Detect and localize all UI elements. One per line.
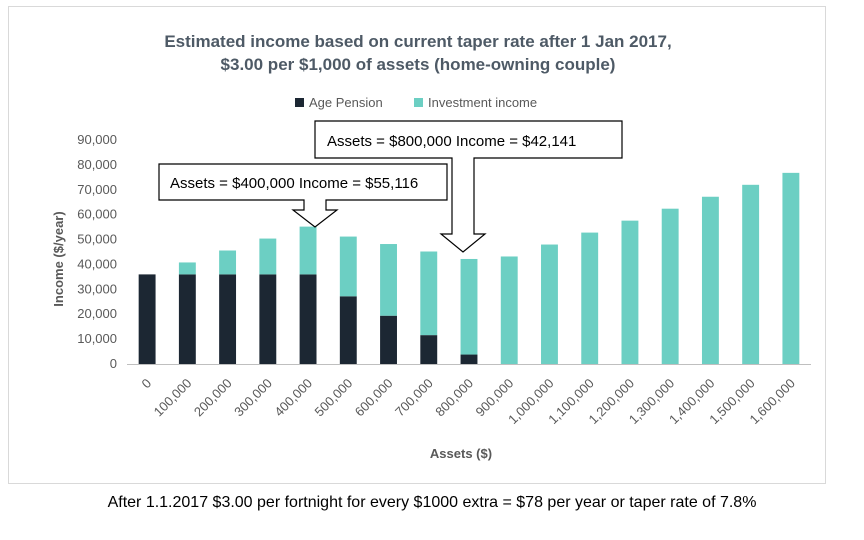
bar-segment-investment-income bbox=[742, 184, 760, 364]
x-axis-title: Assets ($) bbox=[430, 446, 492, 461]
x-tick-label: 600,000 bbox=[352, 376, 396, 420]
bar-segment-age-pension bbox=[420, 335, 438, 364]
legend-label-age-pension: Age Pension bbox=[309, 95, 383, 110]
bar-segment-investment-income bbox=[701, 196, 719, 364]
bar-segment-age-pension bbox=[259, 274, 277, 364]
y-tick-label: 0 bbox=[110, 356, 117, 371]
bar-segment-investment-income bbox=[259, 238, 277, 275]
bar-segment-age-pension bbox=[380, 315, 397, 364]
stacked-bar-chart: Estimated income based on current taper … bbox=[51, 32, 811, 461]
bar-segment-investment-income bbox=[621, 220, 639, 364]
callout-400k-shape bbox=[158, 163, 448, 228]
legend: Age Pension Investment income bbox=[295, 95, 537, 110]
bar-segment-investment-income bbox=[500, 256, 518, 364]
y-tick-label: 40,000 bbox=[77, 256, 117, 271]
y-tick-label: 50,000 bbox=[77, 232, 117, 247]
callout-800k-shape bbox=[314, 120, 623, 253]
y-axis-ticks: 0 10,000 20,000 30,000 40,000 50,000 60,000 70,… bbox=[77, 132, 117, 371]
bar-segment-age-pension bbox=[219, 274, 237, 364]
x-tick-label: 0 bbox=[139, 376, 155, 392]
x-tick-label: 300,000 bbox=[231, 376, 275, 420]
x-tick-label: 800,000 bbox=[432, 376, 476, 420]
y-tick-label: 30,000 bbox=[77, 281, 117, 296]
x-axis-ticks: 0100,000200,000300,000400,000500,000600,… bbox=[139, 376, 798, 428]
callout-400k: Assets = $400,000 Income = $55,116 bbox=[158, 163, 448, 228]
bar-segment-investment-income bbox=[460, 258, 478, 355]
y-tick-label: 10,000 bbox=[77, 331, 117, 346]
chart-title-line-2: $3.00 per $1,000 of assets (home-owning … bbox=[221, 55, 616, 74]
y-tick-label: 70,000 bbox=[77, 182, 117, 197]
bar-segment-investment-income bbox=[178, 262, 196, 275]
x-tick-label: 400,000 bbox=[271, 376, 315, 420]
chart-caption: After 1.1.2017 $3.00 per fortnight for e… bbox=[107, 494, 757, 511]
bar-segment-investment-income bbox=[782, 172, 800, 364]
chart-title-line-1: Estimated income based on current taper … bbox=[164, 32, 671, 51]
bar-segment-investment-income bbox=[581, 232, 599, 364]
bar-segment-investment-income bbox=[380, 244, 397, 316]
y-tick-label: 90,000 bbox=[77, 132, 117, 147]
y-tick-label: 60,000 bbox=[77, 207, 117, 222]
bar-segment-investment-income bbox=[541, 244, 558, 364]
bars bbox=[138, 172, 800, 364]
y-tick-label: 80,000 bbox=[77, 157, 117, 172]
x-tick-label: 500,000 bbox=[312, 376, 356, 420]
bar-segment-investment-income bbox=[299, 226, 317, 275]
bar-segment-investment-income bbox=[420, 251, 438, 336]
y-axis-title: Income ($/year) bbox=[51, 211, 66, 306]
bar-segment-age-pension bbox=[138, 274, 156, 364]
bar-segment-investment-income bbox=[661, 208, 679, 364]
x-tick-label: 100,000 bbox=[151, 376, 195, 420]
y-tick-label: 20,000 bbox=[77, 306, 117, 321]
x-tick-label: 700,000 bbox=[392, 376, 436, 420]
bar-segment-investment-income bbox=[339, 236, 357, 297]
callout-400k-text: Assets = $400,000 Income = $55,116 bbox=[170, 175, 418, 192]
chart-container: Estimated income based on current taper … bbox=[8, 6, 826, 484]
x-tick-label: 200,000 bbox=[191, 376, 235, 420]
callout-800k-text: Assets = $800,000 Income = $42,141 bbox=[327, 133, 576, 150]
bar-segment-age-pension bbox=[460, 354, 478, 364]
callout-800k: Assets = $800,000 Income = $42,141 bbox=[314, 120, 623, 253]
bar-segment-investment-income bbox=[219, 250, 237, 275]
bar-segment-age-pension bbox=[339, 296, 357, 364]
legend-swatch-investment-income bbox=[414, 98, 423, 107]
legend-swatch-age-pension bbox=[295, 98, 304, 107]
bar-segment-age-pension bbox=[299, 274, 317, 364]
legend-label-investment-income: Investment income bbox=[428, 95, 537, 110]
bar-segment-age-pension bbox=[178, 274, 196, 364]
